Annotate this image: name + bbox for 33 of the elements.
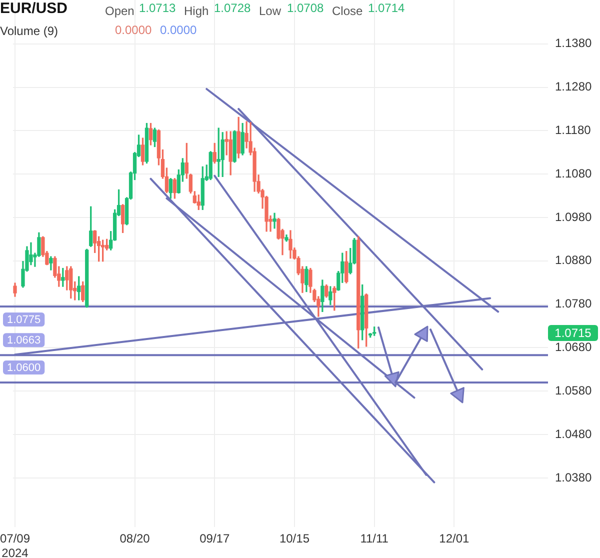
y-tick-label: 1.0880 bbox=[555, 253, 592, 268]
x-tick-label: 12/01 bbox=[439, 532, 470, 546]
chart-title: EUR/USD bbox=[0, 0, 68, 18]
y-tick-label: 1.0480 bbox=[555, 426, 592, 441]
annotation: Low bbox=[259, 3, 282, 19]
annotation: Volume (9) bbox=[0, 23, 58, 39]
y-tick-label: 1.0380 bbox=[555, 470, 592, 484]
y-tick-label: 1.0680 bbox=[555, 340, 592, 354]
ref-line-label: 1.0600 bbox=[7, 362, 41, 374]
annotation: 0.0000 bbox=[160, 22, 197, 38]
x-tick-label: 10/15 bbox=[279, 532, 310, 546]
x-tick-label: 11/11 bbox=[360, 532, 389, 546]
y-tick-label: 1.1080 bbox=[555, 166, 592, 180]
x-tick-label: 07/09 2024 bbox=[0, 532, 30, 558]
ref-line-label: 1.0775 bbox=[7, 314, 41, 326]
y-tick-label: 1.1380 bbox=[555, 36, 592, 50]
annotation: Open bbox=[105, 3, 134, 19]
y-tick-label: 1.0580 bbox=[555, 383, 592, 398]
y-tick-label: 1.0980 bbox=[555, 210, 592, 224]
annotation: Close bbox=[332, 3, 363, 19]
ref-line-label: 1.0663 bbox=[7, 334, 41, 347]
annotation: 1.0713 bbox=[139, 0, 176, 16]
x-tick-label: 08/20 bbox=[120, 532, 150, 546]
y-tick-label: 1.1280 bbox=[555, 80, 592, 94]
annotation: High bbox=[184, 3, 209, 19]
y-tick-label: 1.1180 bbox=[555, 122, 592, 137]
x-tick-label: 09/17 bbox=[200, 532, 230, 546]
y-tick-label: 1.0780 bbox=[555, 296, 592, 311]
annotation: 1.0708 bbox=[287, 0, 324, 16]
annotation: 1.0714 bbox=[368, 0, 405, 16]
annotation: 1.0728 bbox=[214, 0, 251, 16]
text: 1.0715 bbox=[554, 326, 592, 340]
annotation: 0.0000 bbox=[115, 22, 152, 38]
